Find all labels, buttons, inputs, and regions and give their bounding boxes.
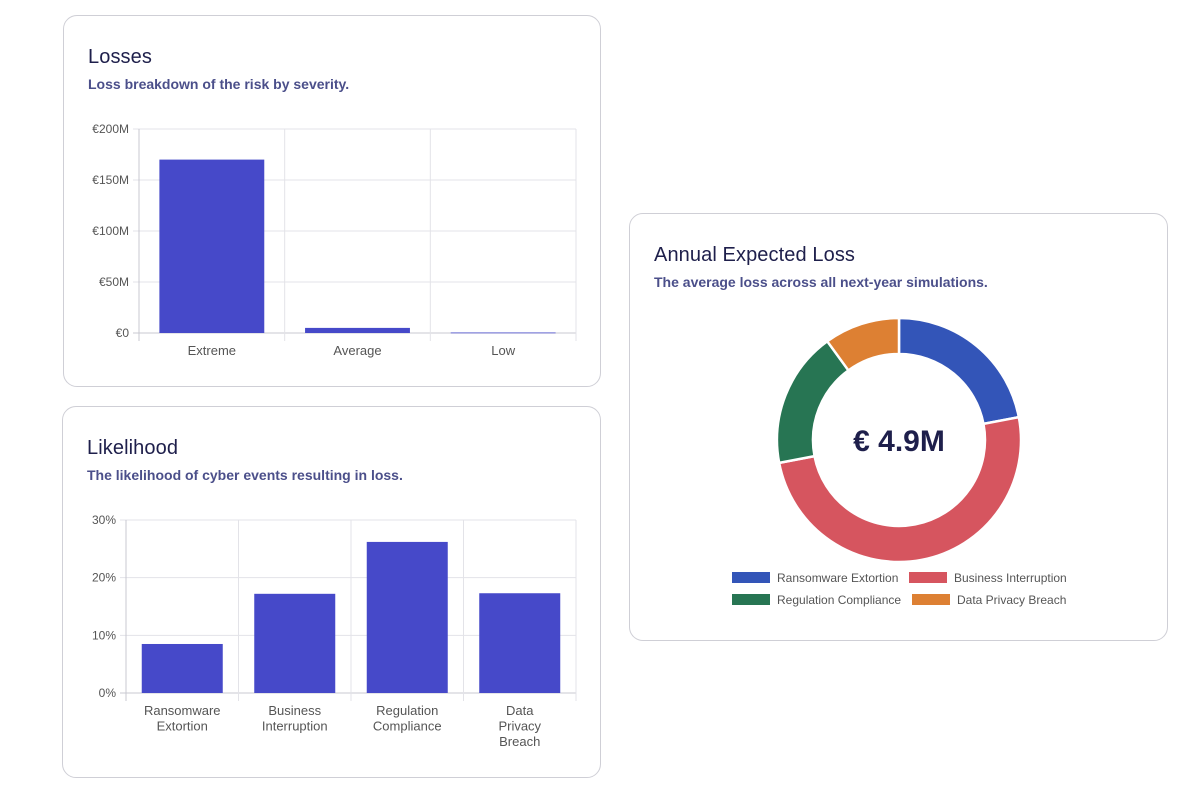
donut-slice[interactable]: [775, 339, 851, 465]
legend-label[interactable]: Ransomware Extortion: [777, 571, 898, 585]
losses-subtitle: Loss breakdown of the risk by severity.: [88, 76, 350, 92]
legend-label[interactable]: Regulation Compliance: [777, 593, 901, 607]
legend-swatch: [732, 594, 770, 605]
donut-slice[interactable]: [897, 316, 1021, 426]
ael-donut-chart: € 4.9M Ransomware Extortion Business Inter…: [732, 316, 1067, 607]
legend-swatch: [732, 572, 770, 583]
losses-card: Losses Loss breakdown of the risk by sev…: [63, 15, 601, 387]
ael-title: Annual Expected Loss: [654, 244, 856, 266]
legend-swatch: [909, 572, 947, 583]
y-tick-label: €0: [116, 326, 130, 340]
y-tick-label: 20%: [92, 571, 116, 585]
x-category-label: Data: [506, 703, 534, 718]
ael-center-value: € 4.9M: [853, 425, 945, 458]
bar[interactable]: [305, 327, 410, 333]
losses-chart: €0 €50M €100M €150M €200M Extreme Average Low: [92, 122, 577, 358]
bar[interactable]: [479, 593, 561, 693]
x-category-label: Breach: [499, 734, 540, 749]
legend-label[interactable]: Business Interruption: [954, 571, 1067, 585]
x-category-label: Average: [333, 343, 381, 358]
donut-slice[interactable]: [825, 316, 901, 373]
bar[interactable]: [366, 541, 448, 693]
donut-slice[interactable]: [777, 415, 1023, 564]
likelihood-title: Likelihood: [87, 437, 179, 459]
x-category-label: Privacy: [498, 719, 541, 734]
y-tick-label: 30%: [92, 513, 116, 527]
bar[interactable]: [141, 643, 223, 693]
x-category-label: Business: [268, 703, 321, 718]
bar[interactable]: [159, 159, 265, 333]
x-category-label: Compliance: [373, 719, 442, 734]
annual-expected-loss-card: Annual Expected Loss The average loss ac…: [629, 213, 1168, 641]
y-tick-label: €200M: [92, 122, 129, 136]
losses-title: Losses: [88, 46, 152, 68]
legend-label[interactable]: Data Privacy Breach: [957, 593, 1066, 607]
likelihood-card: Likelihood The likelihood of cyber event…: [62, 406, 601, 778]
y-tick-label: €150M: [92, 173, 129, 187]
x-category-label: Extreme: [188, 343, 236, 358]
x-category-label: Low: [491, 343, 515, 358]
x-category-label: Ransomware: [144, 703, 221, 718]
y-tick-label: €100M: [92, 224, 129, 238]
x-category-label: Regulation: [376, 703, 438, 718]
bar[interactable]: [254, 593, 336, 693]
x-category-label: Interruption: [262, 719, 328, 734]
x-category-label: Extortion: [157, 719, 208, 734]
legend-swatch: [912, 594, 950, 605]
likelihood-subtitle: The likelihood of cyber events resulting…: [87, 467, 403, 483]
bar[interactable]: [450, 332, 556, 334]
y-tick-label: 10%: [92, 628, 116, 642]
ael-subtitle: The average loss across all next-year si…: [654, 274, 988, 290]
y-tick-label: 0%: [99, 686, 117, 700]
y-tick-label: €50M: [99, 275, 129, 289]
